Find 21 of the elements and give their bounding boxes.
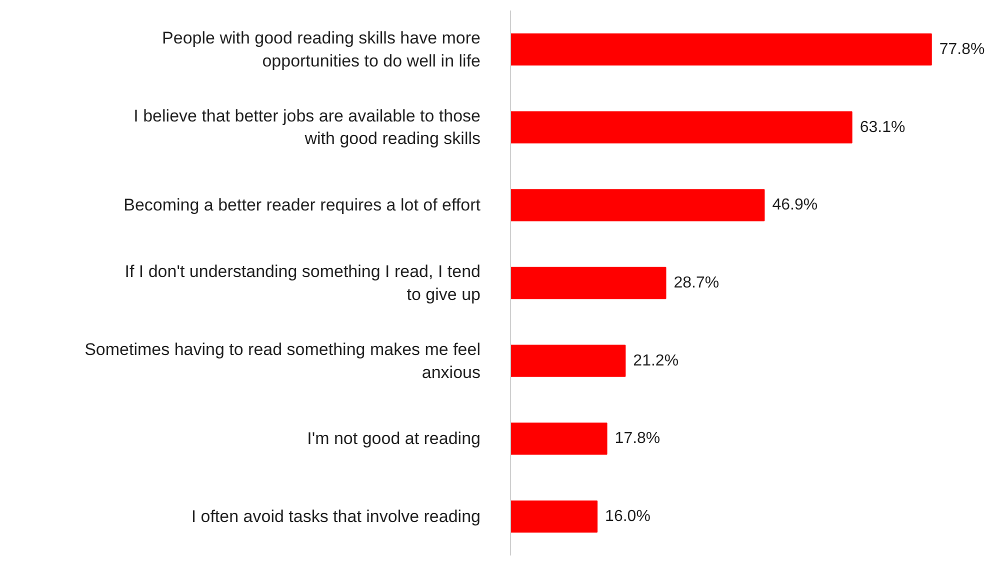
data-label: 21.2% <box>633 352 679 370</box>
bar <box>510 33 932 66</box>
bar <box>510 189 765 222</box>
y-tick-label: I believe that better jobs are available to those with good reading skills <box>134 106 481 148</box>
y-tick-label: Becoming a better reader requires a lot of effort <box>124 196 481 215</box>
y-tick-label: If I don't understanding something I read, I tend to give up <box>124 262 481 304</box>
bar <box>510 266 666 300</box>
bar <box>510 500 598 533</box>
bar <box>510 344 626 377</box>
data-label: 28.7% <box>674 274 720 292</box>
bar <box>510 111 852 144</box>
y-tick-label: Sometimes having to read something makes me feel anxious <box>84 340 481 382</box>
y-tick-label: People with good reading skills have more opportunities to do well in life <box>162 28 481 70</box>
data-label: 16.0% <box>605 508 650 526</box>
data-label: 63.1% <box>860 118 906 136</box>
data-label: 46.9% <box>772 196 818 214</box>
y-tick-label: I often avoid tasks that involve reading <box>191 507 481 526</box>
data-label: 77.8% <box>939 40 985 58</box>
data-label: 17.8% <box>614 430 660 448</box>
bar <box>510 422 608 455</box>
y-tick-label: I'm not good at reading <box>307 429 481 448</box>
